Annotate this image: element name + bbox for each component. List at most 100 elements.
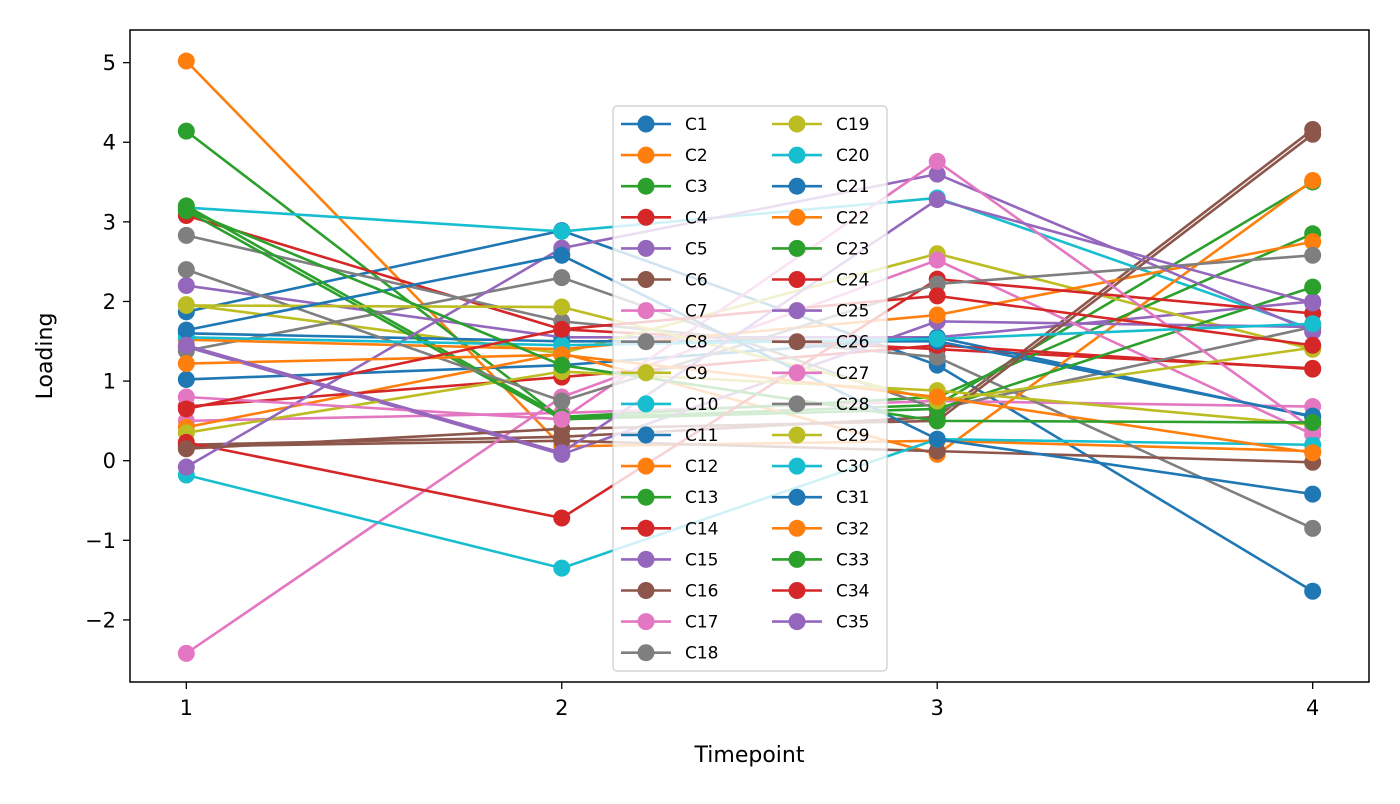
legend-item-c3: C3: [621, 177, 708, 197]
legend-item-c19: C19: [772, 115, 870, 135]
legend-item-c9: C9: [621, 364, 708, 384]
legend-label: C33: [836, 550, 870, 570]
data-point: [1304, 171, 1322, 189]
legend-item-c10: C10: [621, 395, 719, 415]
legend-label: C19: [836, 115, 870, 135]
legend-marker: [637, 302, 655, 320]
data-point: [177, 277, 195, 295]
legend-item-c24: C24: [772, 271, 870, 291]
y-tick-label: 3: [103, 210, 116, 234]
data-point: [177, 122, 195, 140]
legend-label: C6: [685, 271, 708, 291]
x-axis: 1 2 3 4: [180, 682, 1319, 720]
legend-label: C7: [685, 302, 708, 322]
legend-item-c23: C23: [772, 239, 870, 259]
data-point: [177, 261, 195, 279]
y-axis: −2 −1 0 1 2 3 4 5: [85, 51, 130, 632]
legend-marker: [788, 208, 806, 226]
legend-marker: [637, 146, 655, 164]
y-tick-label: 0: [103, 449, 116, 473]
y-tick-label: 5: [103, 51, 116, 75]
legend-item-c1: C1: [621, 115, 708, 135]
data-point: [928, 287, 946, 305]
legend-marker: [637, 333, 655, 351]
data-point: [1304, 294, 1322, 312]
data-point: [1304, 444, 1322, 462]
data-point: [1304, 315, 1322, 333]
legend-item-c29: C29: [772, 426, 870, 446]
legend-item-c32: C32: [772, 519, 870, 539]
data-point: [177, 296, 195, 314]
legend-label: C32: [836, 519, 870, 539]
legend-marker: [788, 177, 806, 195]
legend-marker: [637, 488, 655, 506]
data-point: [1304, 278, 1322, 296]
data-point: [553, 410, 571, 428]
data-point: [1304, 519, 1322, 537]
x-tick-label: 3: [931, 696, 944, 720]
legend-marker: [788, 582, 806, 599]
data-point: [928, 430, 946, 448]
legend-item-c2: C2: [621, 146, 708, 166]
legend-item-c35: C35: [772, 613, 870, 633]
legend-label: C5: [685, 239, 708, 259]
legend-label: C14: [685, 519, 719, 539]
legend-marker: [788, 364, 806, 382]
legend-marker: [788, 239, 806, 257]
data-point: [553, 320, 571, 338]
legend-label: C27: [836, 364, 870, 384]
legend-label: C34: [836, 582, 870, 602]
legend-label: C31: [836, 488, 870, 508]
legend-marker: [637, 208, 655, 226]
legend-marker: [788, 613, 806, 631]
legend-item-c17: C17: [621, 613, 719, 633]
legend-item-c5: C5: [621, 239, 708, 259]
data-point: [928, 191, 946, 209]
data-point: [553, 246, 571, 264]
legend-label: C9: [685, 364, 708, 384]
legend-marker: [637, 364, 655, 382]
legend-label: C18: [685, 644, 719, 664]
legend-label: C13: [685, 488, 719, 508]
legend-item-c31: C31: [772, 488, 870, 508]
legend-item-c20: C20: [772, 146, 870, 166]
data-point: [1304, 582, 1322, 600]
data-point: [928, 348, 946, 366]
data-point: [1304, 246, 1322, 264]
data-point: [928, 388, 946, 406]
legend-label: C17: [685, 613, 719, 633]
legend-item-c8: C8: [621, 333, 708, 353]
legend-label: C11: [685, 426, 719, 446]
data-point: [1304, 233, 1322, 251]
data-point: [928, 306, 946, 324]
data-point: [928, 152, 946, 170]
data-point: [177, 458, 195, 476]
data-point: [177, 336, 195, 354]
legend-marker: [637, 519, 655, 537]
legend-item-c11: C11: [621, 426, 719, 446]
legend-item-c34: C34: [772, 582, 870, 602]
legend-label: C4: [685, 208, 708, 228]
y-tick-label: 2: [103, 290, 116, 314]
legend-item-c26: C26: [772, 333, 870, 353]
data-point: [1304, 485, 1322, 503]
legend-marker: [788, 550, 806, 568]
legend-label: C1: [685, 115, 708, 135]
data-point: [553, 392, 571, 410]
x-tick-label: 2: [555, 696, 568, 720]
legend-item-c27: C27: [772, 364, 870, 384]
legend-item-c21: C21: [772, 177, 870, 197]
legend-label: C23: [836, 239, 870, 259]
legend-marker: [637, 395, 655, 413]
legend-marker: [788, 488, 806, 506]
data-point: [177, 644, 195, 662]
legend-marker: [637, 550, 655, 568]
data-point: [553, 444, 571, 462]
legend-item-c28: C28: [772, 395, 870, 415]
data-point: [1304, 360, 1322, 378]
legend-label: C28: [836, 395, 870, 415]
data-point: [1304, 125, 1322, 143]
legend-item-c30: C30: [772, 457, 870, 477]
legend-label: C8: [685, 333, 708, 353]
legend-item-c6: C6: [621, 271, 708, 291]
